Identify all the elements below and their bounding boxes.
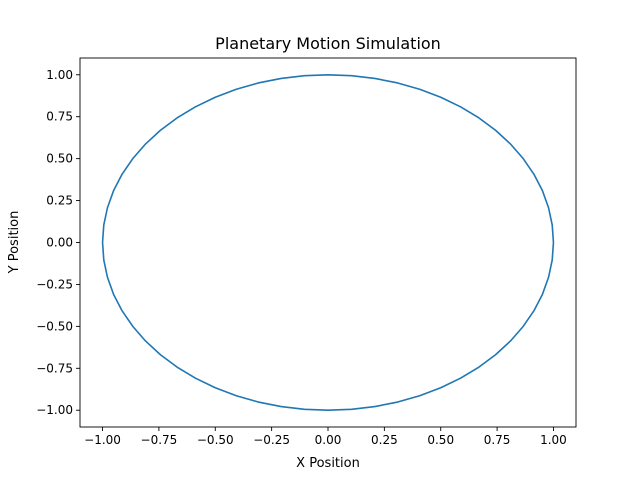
y-tick-label: 0.50 [46, 152, 73, 166]
y-tick-label: −1.00 [36, 403, 73, 417]
x-tick-label: −0.25 [253, 433, 290, 447]
chart-title: Planetary Motion Simulation [215, 34, 441, 53]
y-tick-label: −0.50 [36, 319, 73, 333]
y-tick-label: 0.25 [46, 194, 73, 208]
x-tick-label: −0.50 [197, 433, 234, 447]
x-tick-label: 0.25 [371, 433, 398, 447]
y-tick-label: 0.00 [46, 236, 73, 250]
y-tick-label: −0.25 [36, 277, 73, 291]
x-axis-label: X Position [296, 456, 360, 471]
x-tick-label: 1.00 [540, 433, 567, 447]
x-tick-label: 0.75 [484, 433, 511, 447]
y-tick-label: 0.75 [46, 110, 73, 124]
x-tick-label: −1.00 [84, 433, 121, 447]
y-tick-label: 1.00 [46, 68, 73, 82]
x-tick-label: −0.75 [141, 433, 178, 447]
y-axis-label: Y Position [7, 211, 22, 275]
orbit-line [101, 73, 555, 412]
plot-area: −1.00 −0.75 −0.50 −0.25 0.00 0.25 0.50 0.75 1.00… [36, 57, 577, 447]
x-tick-label: 0.50 [427, 433, 454, 447]
y-tick-label: −0.75 [36, 361, 73, 375]
x-tick-label: 0.00 [315, 433, 342, 447]
